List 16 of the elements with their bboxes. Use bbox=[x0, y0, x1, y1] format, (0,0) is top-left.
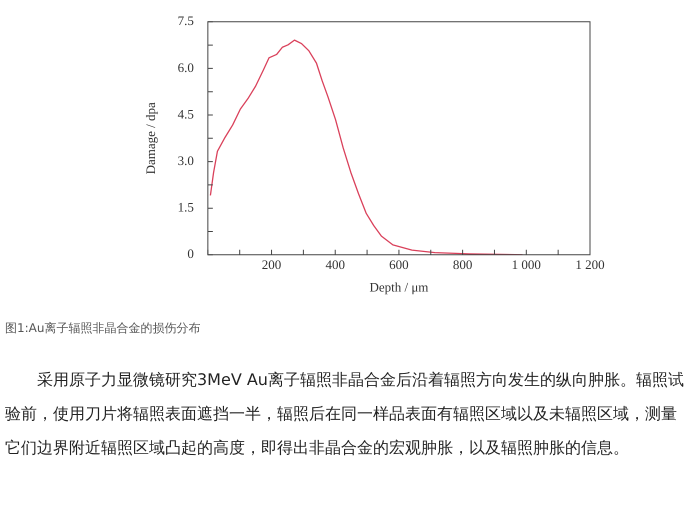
y-tick-label: 1.5 bbox=[178, 200, 194, 215]
x-tick-label: 200 bbox=[262, 257, 282, 272]
x-tick-label: 800 bbox=[452, 257, 472, 272]
y-axis-title: Damage / dpa bbox=[143, 102, 158, 174]
x-tick-label: 400 bbox=[325, 257, 345, 272]
x-tick-label: 600 bbox=[389, 257, 409, 272]
y-tick-label: 6.0 bbox=[178, 60, 194, 75]
caption: 图1:Au离子辐照非晶合金的损伤分布 bbox=[5, 320, 202, 337]
y-tick-label: 3.0 bbox=[178, 153, 194, 168]
x-tick-label: 1 000 bbox=[512, 257, 541, 272]
y-tick-label: 0 bbox=[187, 246, 194, 262]
x-tick-label: 1 200 bbox=[575, 257, 605, 272]
y-tick-label: 4.5 bbox=[178, 106, 194, 122]
text: 采用原子力显微镜研究3MeV Au离子辐照非晶合金后沿着辐照方向发生的纵向肿胀。辐照试验前，使用刀片将辐照表面遮挡一半，辐照后在同一样品表面有辐照区域以及未辐照区域，测量它们边界附近辐照区域凸起的高度，即得出非晶合金的宏观肿胀，以及辐照肿胀的信息。 bbox=[5, 369, 685, 459]
y-tick-label: 7.5 bbox=[178, 13, 194, 28]
x-axis-title: Depth / μm bbox=[369, 280, 428, 295]
